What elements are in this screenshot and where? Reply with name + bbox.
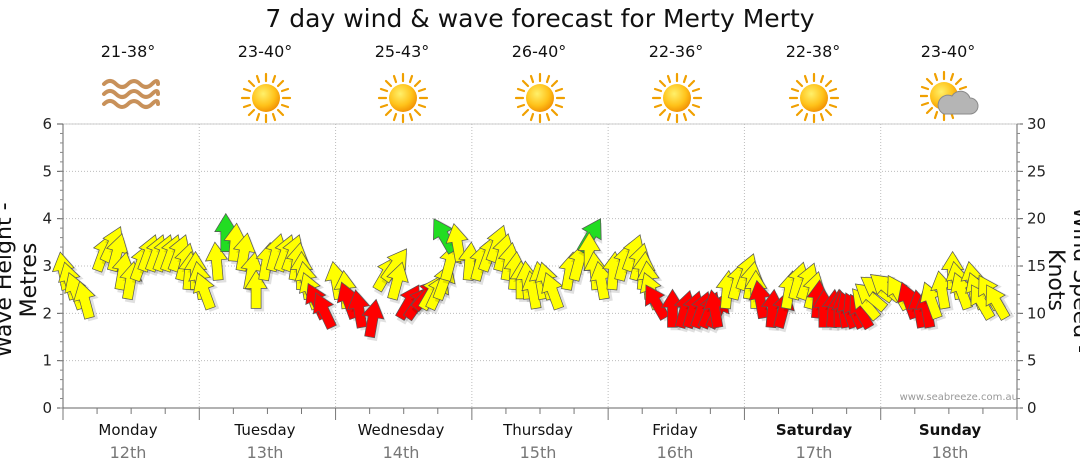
y2-tick-label: 30 xyxy=(1027,115,1046,133)
date-label-tuesday: 13th xyxy=(246,443,284,462)
wind-arrows xyxy=(51,212,1015,342)
y-tick-label: 4 xyxy=(42,210,52,228)
watermark: www.seabreeze.com.au xyxy=(899,392,1018,403)
day-label-wednesday: Wednesday xyxy=(357,421,445,439)
day-label-saturday: Saturday xyxy=(775,421,853,439)
y-tick-label: 5 xyxy=(42,162,52,180)
y-tick-label: 2 xyxy=(42,304,52,322)
y-axis-label-right: Wind Speed - Knots xyxy=(1043,206,1080,353)
wind-arrow-body xyxy=(386,261,409,301)
y2-tick-label: 15 xyxy=(1027,257,1046,275)
temp-thursday: 26-40° xyxy=(511,42,567,61)
wind-arrow xyxy=(192,272,220,312)
date-label-thursday: 15th xyxy=(519,443,557,462)
day-label-sunday: Sunday xyxy=(918,421,982,439)
y2-tick-label: 0 xyxy=(1027,399,1037,417)
day-label-thursday: Thursday xyxy=(503,421,573,439)
temp-friday: 22-36° xyxy=(648,42,704,61)
temp-saturday: 22-38° xyxy=(785,42,841,61)
wind-arrow xyxy=(73,280,99,322)
temp-sunday: 23-40° xyxy=(920,42,976,61)
chart-title: 7 day wind & wave forecast for Merty Mer… xyxy=(265,4,815,33)
wind-arrow-body xyxy=(232,232,256,272)
y-tick-label: 3 xyxy=(42,257,52,275)
temp-wednesday: 25-43° xyxy=(374,42,430,61)
temp-monday: 21-38° xyxy=(100,42,156,61)
haze-icon xyxy=(102,79,160,109)
wind-arrow-body xyxy=(361,298,385,339)
date-label-wednesday: 14th xyxy=(382,443,420,462)
date-label-friday: 16th xyxy=(656,443,694,462)
axes: 0 1 2 3 4 5 6 0 5 10 15 20 25 30 xyxy=(42,115,1046,420)
wind-arrow-body xyxy=(541,272,565,311)
wind-arrow-body xyxy=(73,280,96,320)
wind-arrow-body xyxy=(577,231,601,271)
day-label-monday: Monday xyxy=(98,421,158,439)
day-label-friday: Friday xyxy=(652,421,698,439)
y2-tick-label: 10 xyxy=(1027,304,1046,322)
wind-arrow xyxy=(541,272,568,312)
y-tick-label: 0 xyxy=(42,399,52,417)
partly-cloudy-icon xyxy=(920,70,979,126)
wind-arrow-body xyxy=(347,289,371,329)
wind-arrow-body xyxy=(645,284,670,321)
wind-arrow xyxy=(386,261,411,304)
wind-arrow-body xyxy=(312,292,337,330)
wind-arrow xyxy=(232,232,258,275)
wind-arrow xyxy=(361,298,387,342)
date-label-saturday: 17th xyxy=(795,443,833,462)
wind-arrow xyxy=(312,292,341,331)
wind-arrow xyxy=(985,284,1015,322)
y2-tick-label: 20 xyxy=(1027,210,1046,228)
wind-arrow-body xyxy=(985,284,1011,321)
date-label-monday: 12th xyxy=(109,443,147,462)
wind-arrow-body xyxy=(192,272,216,311)
y-axis-label-left: Wave Height - Metres xyxy=(0,202,42,358)
y2-tick-label: 5 xyxy=(1027,352,1037,370)
y2-tick-label: 25 xyxy=(1027,162,1046,180)
day-label-tuesday: Tuesday xyxy=(234,421,296,439)
wind-arrow-body xyxy=(445,223,469,263)
y-tick-label: 1 xyxy=(42,352,52,370)
date-label-sunday: 18th xyxy=(931,443,969,462)
temp-tuesday: 23-40° xyxy=(237,42,293,61)
y-tick-label: 6 xyxy=(42,115,52,133)
